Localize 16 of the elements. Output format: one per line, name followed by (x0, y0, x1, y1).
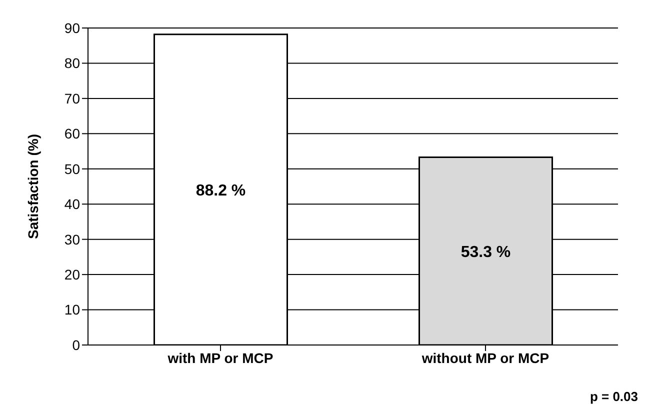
y-tick-label: 30 (64, 231, 80, 248)
y-tick-label: 90 (64, 20, 80, 36)
y-tick-label: 50 (64, 160, 80, 177)
y-tick-label: 20 (64, 266, 80, 283)
text: p = 0.03 (590, 389, 638, 404)
x-tick-label: without MP or MCP (420, 350, 550, 366)
y-axis-title: Satisfaction (%) (24, 134, 41, 240)
y-tick-label: 60 (64, 126, 80, 142)
y-tick-label: 80 (64, 55, 80, 72)
x-tick-label: with MP or MCP (166, 350, 274, 366)
y-tick-label: 10 (64, 302, 80, 318)
data-label: 53.3 % (460, 244, 511, 261)
y-tick-label: 70 (64, 90, 80, 106)
y-tick-label: 0 (72, 336, 80, 353)
y-tick-label: 40 (64, 196, 80, 212)
data-label: 88.2 % (196, 182, 246, 200)
